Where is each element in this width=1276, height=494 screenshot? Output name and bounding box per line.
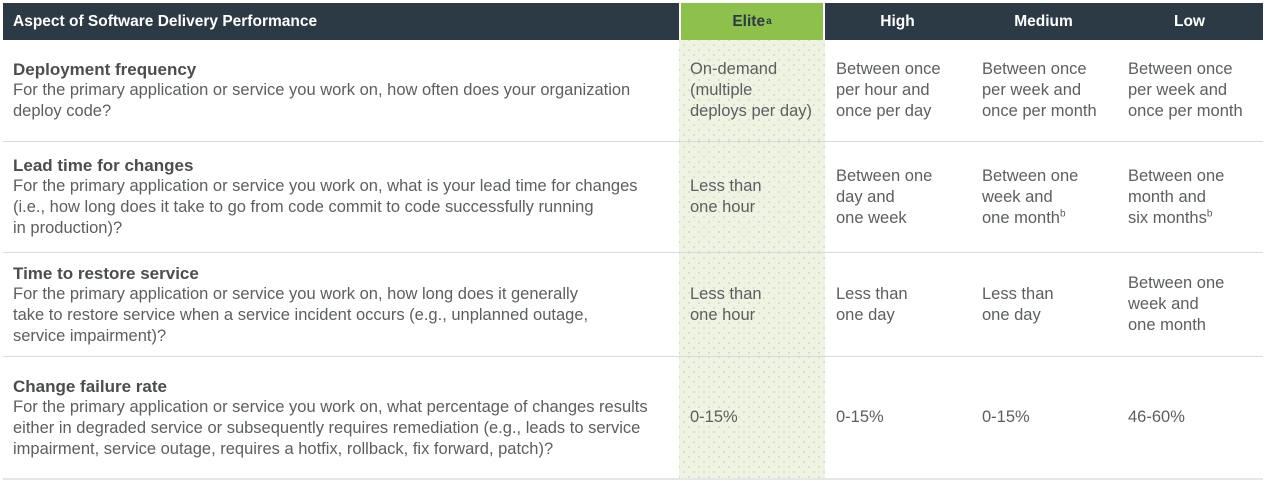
- low-value-cell: Between one week and one month: [1117, 253, 1263, 356]
- low-value-cell: Between one month and six monthsb: [1117, 142, 1263, 252]
- column-header-medium: Medium: [971, 3, 1117, 40]
- medium-header-label: Medium: [1014, 12, 1073, 30]
- elite-header-label: Elite: [732, 12, 766, 30]
- medium-value-cell: 0-15%: [971, 357, 1117, 478]
- high-value: Between one day and one week: [836, 166, 933, 227]
- metric-cell: Time to restore service For the primary …: [3, 253, 679, 356]
- metric-title: Change failure rate: [13, 376, 167, 396]
- aspect-header-label: Aspect of Software Delivery Performance: [13, 12, 318, 30]
- low-value: Between once per week and once per month: [1128, 60, 1243, 120]
- metric-cell: Change failure rate For the primary appl…: [3, 357, 679, 478]
- high-value-cell: 0-15%: [825, 357, 971, 478]
- high-value: 0-15%: [836, 408, 884, 426]
- column-header-low: Low: [1117, 3, 1263, 40]
- elite-value: On-demand (multiple deploys per day): [690, 60, 812, 120]
- footnote-b-marker: b: [1059, 208, 1066, 219]
- metric-description: For the primary application or service y…: [13, 284, 589, 345]
- footnote-b-marker: b: [1206, 208, 1213, 219]
- medium-value: Between one week and one month: [982, 166, 1079, 227]
- medium-value: 0-15%: [982, 408, 1030, 426]
- metric-title: Deployment frequency: [13, 60, 197, 79]
- medium-value: Between once per week and once per month: [982, 60, 1097, 120]
- row-lead-time-for-changes: Lead time for changes For the primary ap…: [3, 141, 1263, 252]
- high-value: Between once per hour and once per day: [836, 60, 941, 120]
- metric-description: For the primary application or service y…: [13, 177, 638, 237]
- elite-value: 0-15%: [690, 408, 738, 426]
- metric-title: Time to restore service: [13, 263, 199, 283]
- elite-value-cell: Less than one hour: [679, 142, 825, 252]
- metric-description: For the primary application or service y…: [13, 81, 631, 120]
- elite-value-cell: Less than one hour: [679, 253, 825, 356]
- high-value-cell: Between once per hour and once per day: [825, 40, 971, 141]
- medium-value-cell: Between once per week and once per month: [971, 40, 1117, 141]
- column-header-high: High: [825, 3, 971, 40]
- column-header-elite: Elite a: [679, 3, 825, 40]
- low-value-cell: 46-60%: [1117, 357, 1263, 478]
- medium-value-cell: Between one week and one monthb: [971, 142, 1117, 252]
- row-time-to-restore-service: Time to restore service For the primary …: [3, 252, 1263, 356]
- low-value: Between one month and six months: [1128, 166, 1225, 227]
- metric-cell: Lead time for changes For the primary ap…: [3, 142, 679, 252]
- elite-value-cell: On-demand (multiple deploys per day): [679, 40, 825, 141]
- low-value: Between one week and one month: [1128, 274, 1225, 334]
- high-value: Less than one day: [836, 284, 908, 324]
- software-delivery-performance-table: Aspect of Software Delivery Performance …: [3, 3, 1263, 480]
- elite-value: Less than one hour: [690, 177, 762, 216]
- medium-value-cell: Less than one day: [971, 253, 1117, 356]
- column-header-aspect: Aspect of Software Delivery Performance: [3, 3, 679, 40]
- metric-description: For the primary application or service y…: [13, 397, 648, 458]
- high-value-cell: Between one day and one week: [825, 142, 971, 252]
- high-value-cell: Less than one day: [825, 253, 971, 356]
- medium-value: Less than one day: [982, 284, 1054, 324]
- metric-title: Lead time for changes: [13, 156, 194, 175]
- metric-cell: Deployment frequency For the primary app…: [3, 40, 679, 141]
- elite-value: Less than one hour: [690, 284, 762, 324]
- elite-value-cell: 0-15%: [679, 357, 825, 478]
- row-deployment-frequency: Deployment frequency For the primary app…: [3, 40, 1263, 141]
- low-header-label: Low: [1174, 12, 1205, 30]
- row-change-failure-rate: Change failure rate For the primary appl…: [3, 356, 1263, 478]
- table-header-row: Aspect of Software Delivery Performance …: [3, 3, 1263, 40]
- high-header-label: High: [880, 12, 915, 30]
- low-value-cell: Between once per week and once per month: [1117, 40, 1263, 141]
- low-value: 46-60%: [1128, 408, 1185, 426]
